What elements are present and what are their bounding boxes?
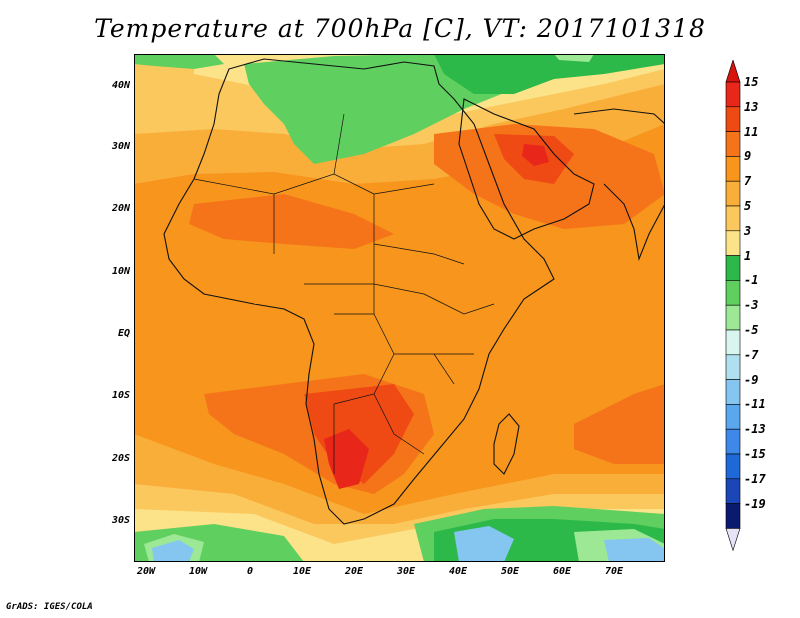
madagascar-coastline [493, 413, 520, 475]
colorbar-swatch [725, 354, 741, 380]
field-indian-11 [574, 384, 665, 464]
colorbar-tick-label: -9 [744, 372, 759, 387]
colorbar-tick-label: 15 [744, 75, 759, 89]
lat-label-eq: EQ [117, 328, 130, 339]
colorbar-swatch [725, 131, 741, 157]
field-sahara-11 [189, 194, 394, 249]
field-safrica-15 [324, 429, 369, 489]
field-south-blue2 [454, 526, 514, 562]
field-med-green3 [434, 54, 665, 94]
field-med-blue [554, 54, 594, 62]
lat-label-30s: 30S [111, 515, 130, 526]
colorbar-min-arrow [725, 528, 741, 552]
colorbar-swatch [725, 255, 741, 281]
lon-label-20w: 20W [136, 566, 156, 577]
lon-label-10w: 10W [188, 566, 208, 577]
colorbar-swatch [725, 453, 741, 480]
lon-label-40e: 40E [448, 566, 468, 577]
lat-label-10s: 10S [111, 390, 130, 401]
lon-label-60e: 60E [552, 566, 572, 577]
asia-coastline [573, 108, 665, 262]
colorbar-tick-label: -7 [744, 347, 759, 362]
colorbar-tick-label: -5 [744, 323, 759, 337]
colorbar-tick-label: 9 [744, 149, 752, 164]
lat-label-40n: 40N [111, 80, 130, 91]
colorbar-tick-label: -3 [744, 298, 759, 313]
colorbar-tick-label: 3 [744, 223, 752, 238]
colorbar-tick-label: -11 [744, 397, 766, 412]
colorbar-swatch [725, 81, 741, 108]
lat-label-30n: 30N [111, 141, 130, 152]
colorbar-swatch [725, 428, 741, 455]
colorbar-swatch [725, 379, 741, 405]
colorbar-tick-label: -13 [744, 422, 766, 437]
field-med-green [134, 54, 224, 69]
colorbar-tick-label: -1 [744, 273, 759, 288]
colorbar-swatch [725, 205, 741, 232]
field-arabia-15 [522, 144, 549, 166]
lat-label-20n: 20N [111, 203, 130, 214]
colorbar-swatch [725, 404, 741, 430]
colorbar-tick-label: 7 [744, 174, 752, 189]
chart-title: Temperature at 700hPa [C], VT: 201710131… [94, 14, 706, 43]
colorbar-tick-label: 1 [744, 248, 752, 263]
colorbar-swatch [725, 156, 741, 182]
temperature-map [134, 54, 665, 562]
colorbar-swatch [725, 304, 741, 331]
lon-label-0: 0 [246, 566, 254, 577]
colorbar-swatch [725, 329, 741, 356]
colorbar-tick-label: 13 [744, 99, 759, 114]
lat-label-20s: 20S [111, 453, 130, 464]
colorbar-swatch [725, 503, 741, 529]
field-south-blue1 [152, 540, 194, 562]
colorbar-tick-label: -17 [744, 471, 766, 486]
colorbar-tick-label: 5 [744, 199, 752, 213]
africa-coastline [163, 58, 555, 525]
colorbar-swatch [725, 230, 741, 256]
colorbar-swatch [725, 478, 741, 504]
colorbar-tick-label: -19 [744, 496, 766, 511]
lon-label-10e: 10E [292, 566, 312, 577]
arabia-coastline [458, 98, 595, 240]
colorbar-swatch [725, 180, 741, 207]
lat-label-10n: 10N [111, 266, 130, 277]
lon-label-50e: 50E [500, 566, 520, 577]
colorbar-swatch [725, 280, 741, 306]
colorbar-tick-label: 11 [744, 124, 759, 139]
colorbar-swatch [725, 106, 741, 132]
colorbar-tick-label: -15 [744, 447, 766, 461]
lon-label-20e: 20E [344, 566, 364, 577]
colorbar-max-arrow [725, 59, 741, 83]
field-south-blue4 [604, 538, 665, 562]
grads-credit: GrADS: IGES/COLA [6, 602, 93, 612]
lon-label-70e: 70E [604, 566, 624, 577]
country-borders [193, 113, 495, 474]
lon-label-30e: 30E [396, 566, 416, 577]
colorbar [718, 59, 798, 560]
